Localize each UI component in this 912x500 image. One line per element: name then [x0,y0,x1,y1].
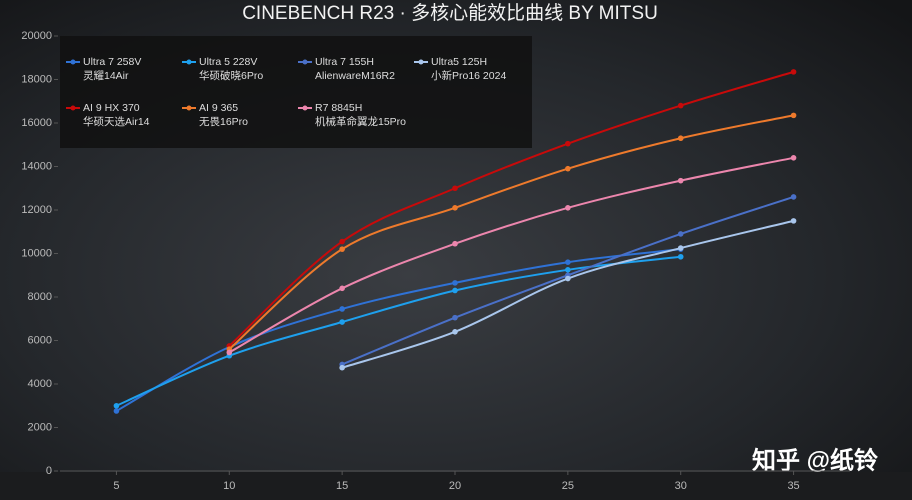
data-point [790,194,797,200]
data-point [565,140,571,147]
series-line [115,248,681,412]
x-tick-label: 5 [113,480,119,492]
data-point [565,205,571,211]
data-point [226,349,233,356]
data-point [677,177,684,184]
data-point [565,275,571,282]
series-line [116,255,681,407]
x-tick-label: 20 [449,480,461,492]
legend-device: 机械革命翼龙15Pro [315,115,406,128]
legend-label: Ultra 7 155H [315,56,374,68]
data-point [339,306,345,312]
legend-device: AlienwareM16R2 [315,70,395,82]
data-point [790,218,797,224]
y-tick-label: 0 [46,465,52,477]
data-point [452,205,458,211]
y-tick-label: 6000 [28,334,52,346]
data-point [452,314,458,321]
legend-device: 华硕天选Air14 [83,115,150,128]
data-point [677,253,684,260]
data-point [565,165,571,172]
legend-swatch-dot [186,59,192,65]
data-point [339,319,345,325]
x-tick-label: 35 [787,480,799,492]
series-line [228,70,794,347]
y-tick-label: 12000 [21,204,52,216]
data-point [339,238,345,245]
legend-device: 小新Pro16 2024 [431,69,506,82]
x-tick-label: 30 [675,480,687,492]
data-point [339,364,345,371]
data-point [113,408,120,414]
legend-label: Ultra5 125H [431,56,487,68]
y-tick-label: 10000 [21,247,52,259]
data-point [339,285,345,292]
data-point [790,69,797,75]
y-tick-label: 4000 [28,378,52,390]
watermark: 知乎 @纸铃 [752,446,878,474]
y-tick-label: 2000 [28,421,52,433]
data-point [452,280,458,286]
legend-label: Ultra 7 258V [83,56,141,68]
data-point [452,329,458,335]
legend-device: 灵耀14Air [83,70,129,82]
legend-box [60,36,532,148]
y-tick-label: 20000 [21,30,52,42]
legend-device: 无畏16Pro [199,116,248,128]
chart-title: CINEBENCH R23 · 多核心能效比曲线 BY MITSU [242,2,658,24]
data-point [113,402,120,409]
legend-label: R7 8845H [315,102,362,114]
data-point [565,259,571,266]
legend-label: AI 9 365 [199,102,238,114]
data-point [452,185,458,192]
series-line [228,114,794,350]
legend-device: 华硕破晓6Pro [199,69,263,82]
legend-swatch-dot [70,105,76,111]
data-point [452,240,458,247]
legend-swatch-dot [418,59,424,65]
legend-swatch-dot [70,59,76,65]
data-point [677,102,684,109]
y-tick-label: 18000 [21,73,52,85]
axis-strip [0,472,912,500]
legend-swatch-dot [302,59,308,65]
series-line [228,156,794,354]
legend-label: AI 9 HX 370 [83,102,140,114]
data-point [339,246,345,252]
data-point [565,267,571,273]
y-tick-label: 8000 [28,291,52,303]
x-tick-label: 15 [336,480,348,492]
y-tick-label: 14000 [21,160,52,172]
y-tick-label: 16000 [21,117,52,129]
legend-swatch-dot [186,105,192,111]
legend-swatch-dot [302,105,308,111]
data-point [677,245,684,251]
data-point [790,155,797,161]
data-point [677,135,684,142]
data-point [790,112,797,119]
x-tick-label: 25 [562,480,574,492]
legend-label: Ultra 5 228V [199,56,257,68]
data-point [677,231,684,237]
x-tick-label: 10 [223,480,235,492]
data-point [452,287,458,294]
